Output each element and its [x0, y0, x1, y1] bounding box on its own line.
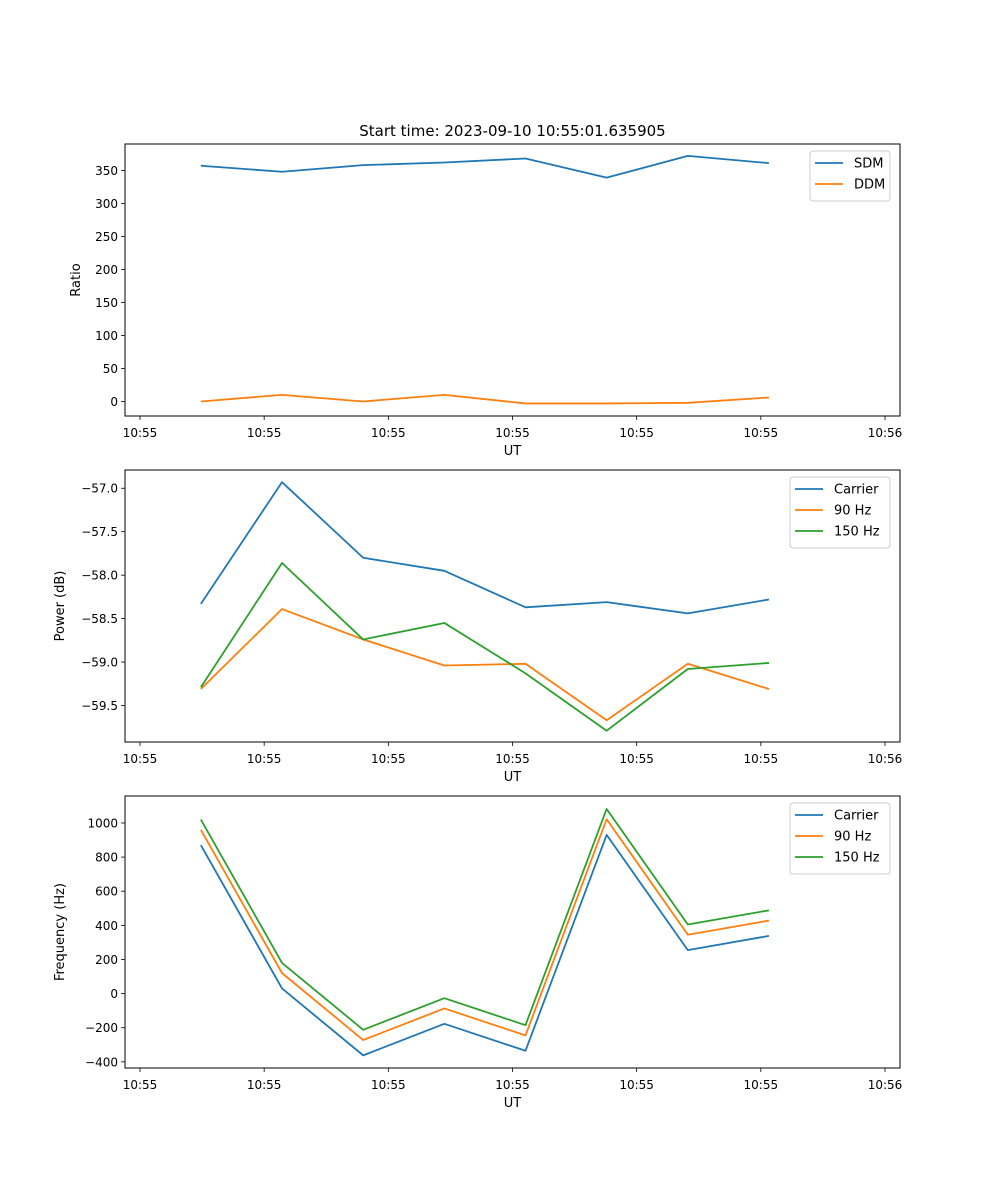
frequency-x-tick-label: 10:55 — [123, 1078, 158, 1092]
ratio-legend-label: DDM — [854, 178, 885, 193]
ratio-x-tick-label: 10:55 — [123, 426, 158, 440]
frequency-y-tick-label: −400 — [85, 1055, 118, 1069]
ratio-x-tick-label: 10:55 — [371, 426, 406, 440]
figure-title: Start time: 2023-09-10 10:55:01.635905 — [359, 122, 665, 140]
power-x-tick-label: 10:55 — [495, 752, 530, 766]
ratio-x-tick-label: 10:55 — [744, 426, 779, 440]
ratio-y-axis-label: Ratio — [69, 263, 84, 296]
power-y-tick-label: −59.5 — [81, 699, 118, 713]
ratio-x-tick-label: 10:56 — [868, 426, 903, 440]
frequency-y-tick-label: 0 — [110, 987, 118, 1001]
ratio-series-line-ddm — [200, 393, 770, 405]
power-x-tick-label: 10:55 — [123, 752, 158, 766]
power-series-line-90-hz — [200, 608, 770, 722]
power-x-tick-label: 10:55 — [247, 752, 282, 766]
frequency-axes-frame — [124, 795, 901, 1069]
power-subplot: 10:55 10:55 10:55 10:55 10:55 10:55 10:56 −59.5… — [53, 469, 903, 785]
ratio-y-tick-label: 100 — [95, 329, 118, 343]
power-axes-frame — [124, 469, 901, 743]
ratio-x-tick-label: 10:55 — [495, 426, 530, 440]
power-y-tick-label: −58.0 — [81, 569, 118, 583]
ratio-y-tick-label: 350 — [95, 164, 118, 178]
power-x-tick-label: 10:56 — [868, 752, 903, 766]
power-x-tick-label: 10:55 — [744, 752, 779, 766]
frequency-y-axis-label: Frequency (Hz) — [53, 883, 68, 981]
power-legend-label: Carrier — [834, 483, 879, 498]
frequency-x-tick-label: 10:56 — [868, 1078, 903, 1092]
ratio-y-tick-label: 0 — [110, 395, 118, 409]
frequency-subplot: 10:55 10:55 10:55 10:55 10:55 10:55 10:56 −400 −… — [53, 795, 903, 1111]
frequency-x-tick-label: 10:55 — [744, 1078, 779, 1092]
power-x-tick-label: 10:55 — [619, 752, 654, 766]
frequency-y-tick-label: 800 — [95, 851, 118, 865]
ratio-y-tick-label: 300 — [95, 197, 118, 211]
power-x-axis-label: UT — [504, 770, 522, 785]
frequency-legend-label: 150 Hz — [834, 851, 880, 866]
ratio-y-tick-label: 250 — [95, 230, 118, 244]
frequency-legend-label: 90 Hz — [834, 830, 871, 845]
ratio-legend-label: SDM — [854, 157, 883, 172]
frequency-y-tick-label: 1000 — [87, 816, 118, 830]
ratio-series-line-sdm — [200, 154, 770, 179]
ratio-x-axis-label: UT — [504, 444, 522, 459]
frequency-y-tick-label: −200 — [85, 1021, 118, 1035]
ratio-subplot: 10:55 10:55 10:55 10:55 10:55 10:55 10:56 0 50 10… — [69, 143, 903, 459]
frequency-series-line-90-hz — [200, 818, 770, 1041]
power-legend-label: 90 Hz — [834, 504, 871, 519]
power-y-tick-label: −57.5 — [81, 525, 118, 539]
frequency-y-tick-label: 600 — [95, 885, 118, 899]
power-x-tick-label: 10:55 — [371, 752, 406, 766]
power-y-tick-label: −59.0 — [81, 656, 118, 670]
power-y-axis-label: Power (dB) — [53, 571, 68, 642]
ratio-y-tick-label: 200 — [95, 263, 118, 277]
frequency-x-tick-label: 10:55 — [247, 1078, 282, 1092]
frequency-x-tick-label: 10:55 — [495, 1078, 530, 1092]
power-y-tick-label: −57.0 — [81, 482, 118, 496]
power-y-tick-label: −58.5 — [81, 612, 118, 626]
ratio-y-tick-label: 150 — [95, 296, 118, 310]
power-series-line-150-hz — [200, 562, 770, 732]
frequency-series-line-150-hz — [200, 808, 770, 1031]
ratio-x-tick-label: 10:55 — [619, 426, 654, 440]
power-series-line-carrier — [200, 481, 770, 615]
ratio-y-tick-label: 50 — [103, 362, 118, 376]
frequency-x-tick-label: 10:55 — [619, 1078, 654, 1092]
frequency-x-axis-label: UT — [504, 1096, 522, 1111]
ratio-axes-frame — [124, 143, 901, 417]
frequency-series-line-carrier — [200, 834, 770, 1057]
frequency-y-tick-label: 200 — [95, 953, 118, 967]
frequency-legend-label: Carrier — [834, 809, 879, 824]
ratio-x-tick-label: 10:55 — [247, 426, 282, 440]
power-legend-label: 150 Hz — [834, 525, 880, 540]
frequency-x-tick-label: 10:55 — [371, 1078, 406, 1092]
frequency-y-tick-label: 400 — [95, 919, 118, 933]
